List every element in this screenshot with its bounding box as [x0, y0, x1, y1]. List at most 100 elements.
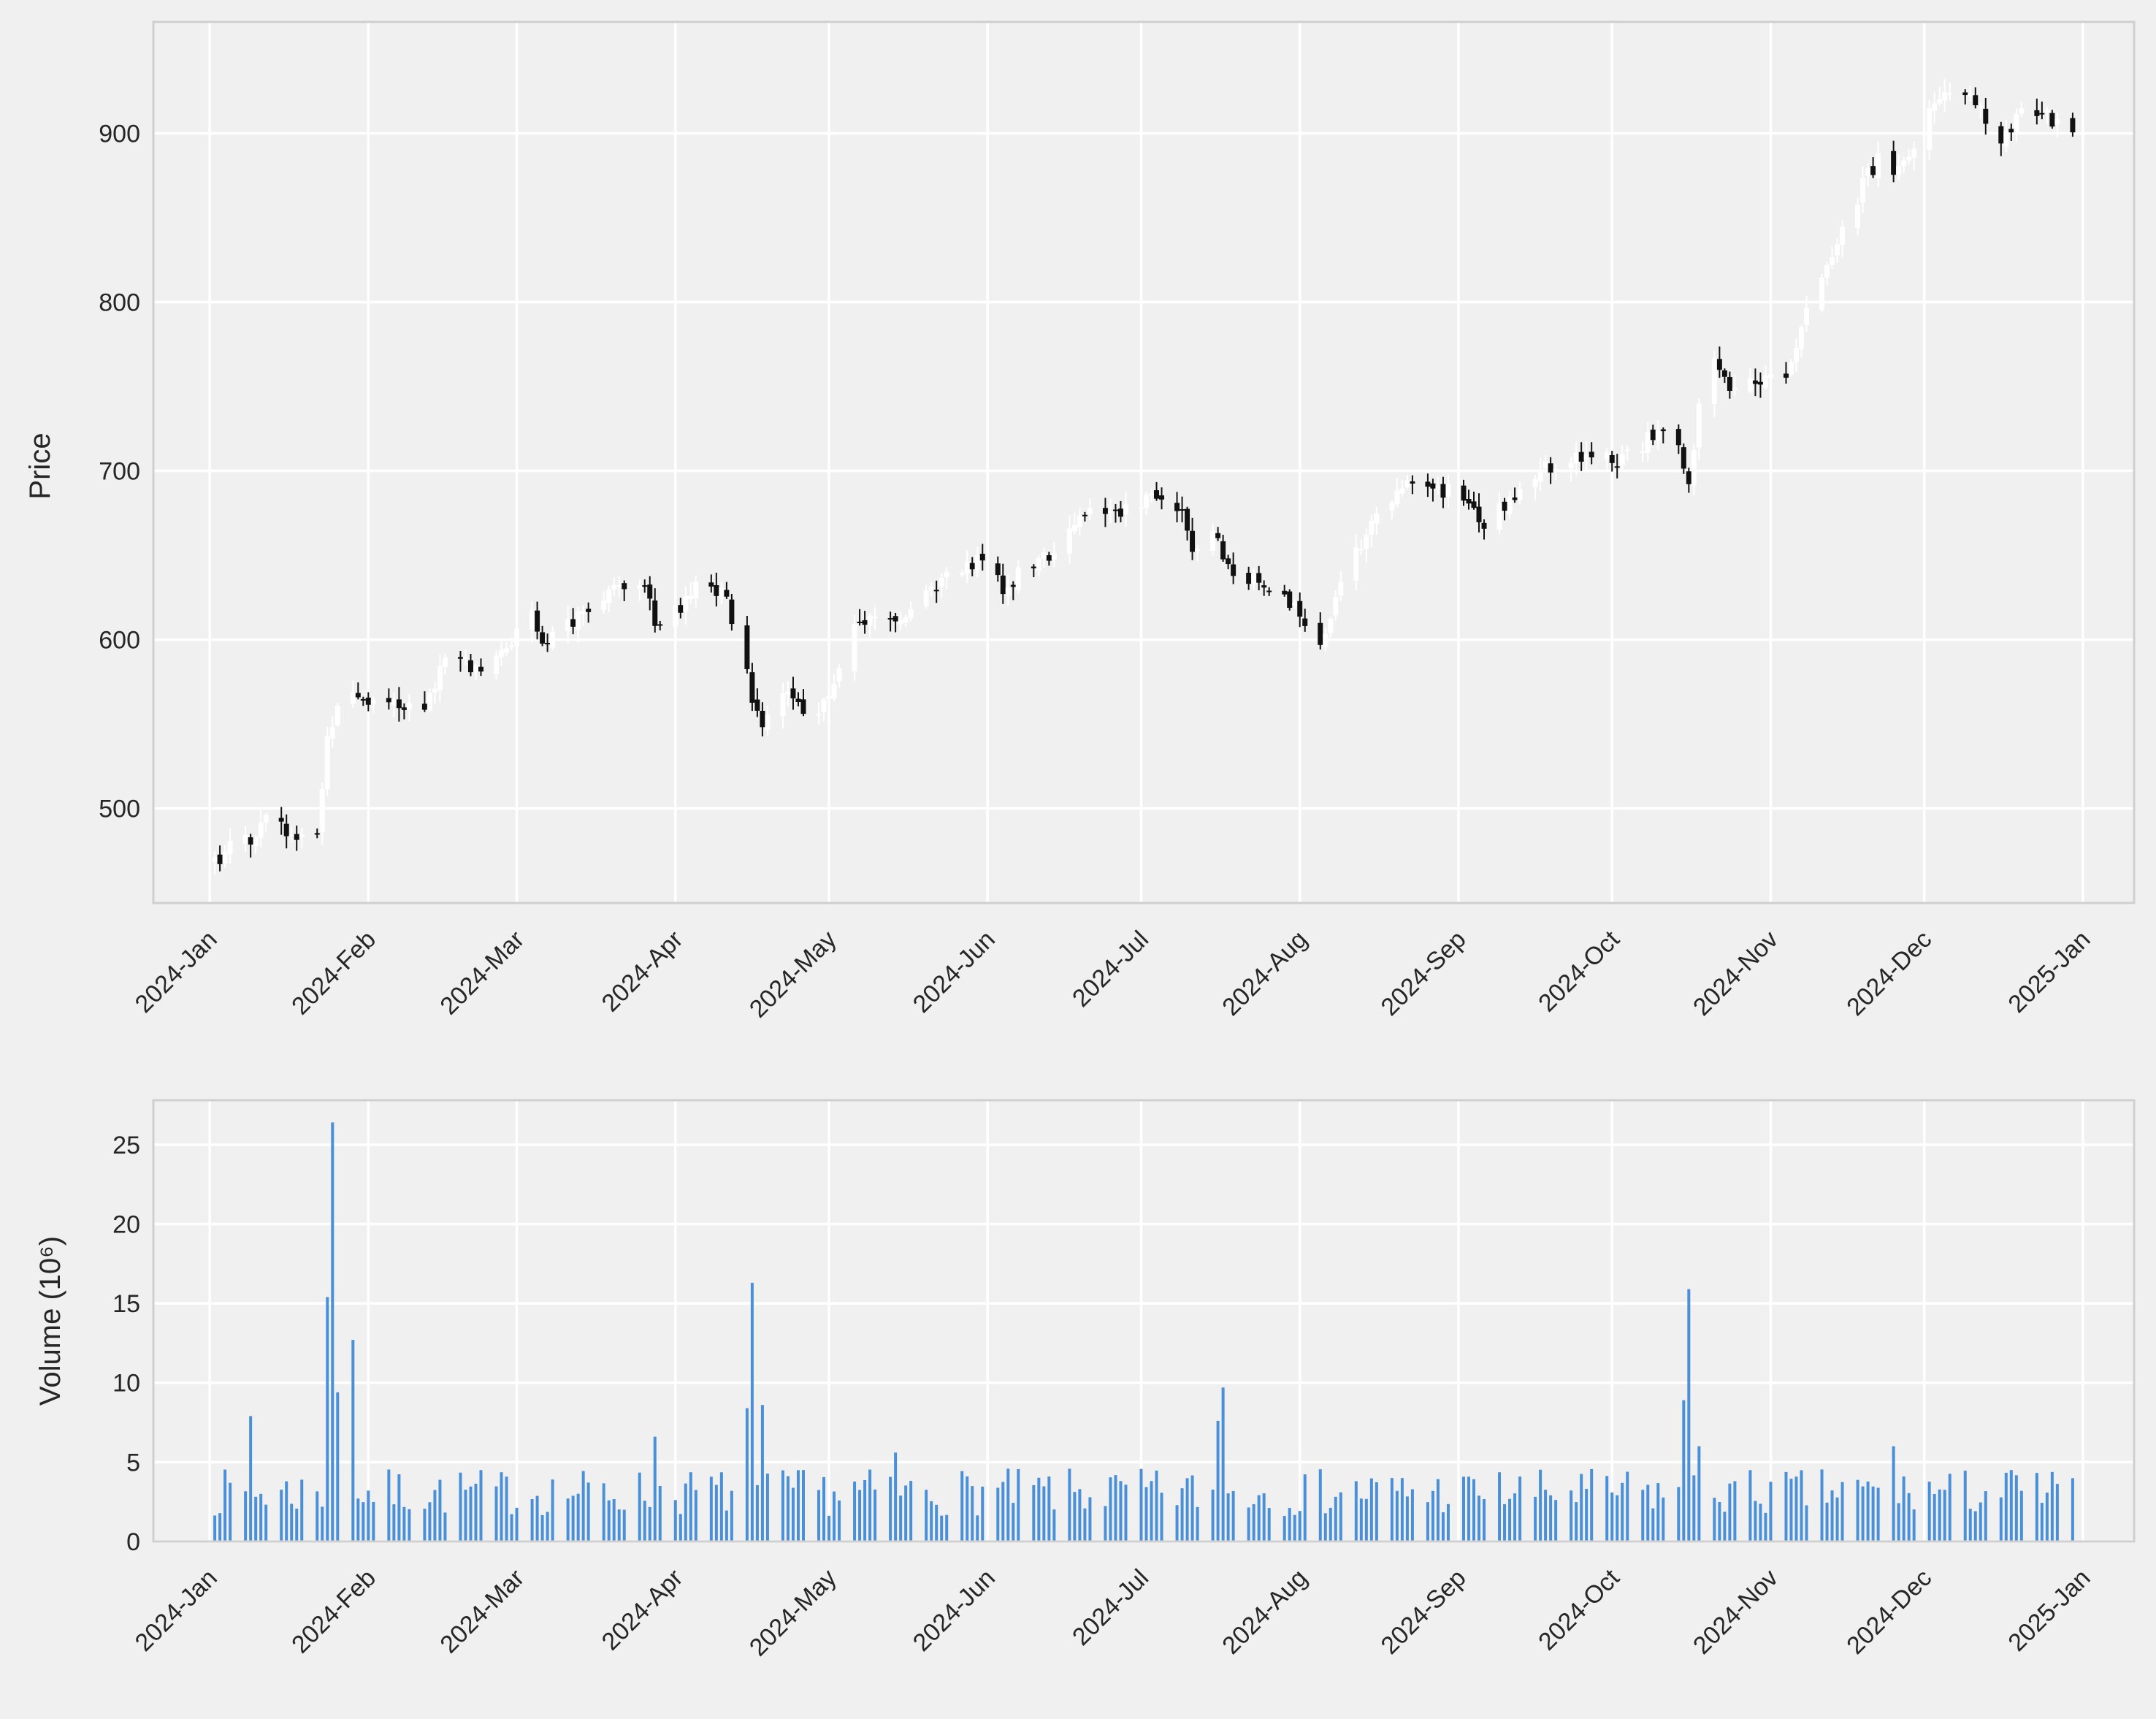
- volume-bar: [796, 1470, 800, 1541]
- candle-down: [1650, 430, 1656, 441]
- price-y-tick-labels: 500 600 700 800 900: [99, 120, 140, 823]
- volume-bar: [326, 1297, 329, 1541]
- candle-up: [1937, 99, 1943, 104]
- candle-up: [867, 615, 873, 626]
- volume-bar: [1032, 1484, 1036, 1541]
- volume-y-tick-labels: 0 5 10 15 20 25: [112, 1132, 140, 1556]
- candle-down: [1180, 508, 1185, 511]
- candle-up: [1835, 244, 1840, 256]
- candle-down: [586, 609, 592, 612]
- volume-bar: [996, 1487, 1000, 1541]
- candle-down: [2034, 110, 2040, 116]
- candle-up: [442, 657, 448, 667]
- volume-bar: [1677, 1487, 1681, 1541]
- volume-bar: [295, 1509, 299, 1541]
- candle-up: [370, 700, 376, 704]
- candle-up: [1568, 462, 1574, 469]
- candle-up: [576, 611, 581, 630]
- candle-down: [1226, 558, 1231, 565]
- candle-up: [329, 727, 335, 739]
- candle-up: [606, 589, 612, 603]
- volume-bar: [709, 1476, 713, 1541]
- candle-down: [1481, 522, 1487, 529]
- volume-bar: [1498, 1472, 1502, 1541]
- candle-up: [1005, 587, 1011, 596]
- volume-bar: [1513, 1493, 1517, 1541]
- candle-up: [1553, 469, 1559, 472]
- volume-bar: [494, 1486, 498, 1541]
- volume-bar: [1718, 1501, 1721, 1541]
- candle-down: [1675, 429, 1681, 446]
- volume-bar: [1467, 1476, 1470, 1541]
- volume-bar: [1943, 1490, 1946, 1541]
- candle-down: [386, 698, 391, 703]
- candle-up: [1338, 582, 1344, 596]
- volume-bar: [1789, 1479, 1793, 1541]
- volume-bar: [1068, 1468, 1071, 1541]
- volume-bar: [1621, 1482, 1624, 1541]
- price-y-tick-label: 900: [99, 120, 140, 148]
- candle-down: [678, 605, 684, 613]
- volume-bar: [1047, 1476, 1051, 1541]
- volume-bar: [1478, 1495, 1481, 1541]
- volume-bar: [940, 1515, 944, 1541]
- volume-bar: [1334, 1496, 1337, 1541]
- volume-bar: [1968, 1509, 1972, 1541]
- candle-up: [908, 609, 914, 619]
- volume-bar: [469, 1486, 473, 1541]
- volume-bar: [581, 1471, 585, 1541]
- candle-down: [1031, 566, 1036, 568]
- volume-bar: [2045, 1493, 2049, 1541]
- volume-bar: [1364, 1498, 1368, 1541]
- volume-bar: [1590, 1468, 1594, 1541]
- volume-bar: [1656, 1483, 1660, 1541]
- candle-down: [1154, 490, 1160, 499]
- candle-down: [396, 699, 402, 709]
- candle-up: [1573, 452, 1579, 464]
- volume-bar: [1088, 1497, 1092, 1541]
- candle-down: [1318, 622, 1323, 645]
- candle-up: [1399, 488, 1405, 494]
- candle-up: [1732, 388, 1738, 390]
- candle-down: [800, 699, 806, 714]
- candle-up: [1435, 486, 1441, 489]
- candle-up: [350, 691, 356, 704]
- volume-bar: [1109, 1477, 1112, 1541]
- volume-bar: [1651, 1508, 1655, 1541]
- candle-up: [242, 834, 248, 845]
- volume-bar: [755, 1484, 759, 1541]
- candle-up: [1906, 156, 1912, 161]
- volume-bar: [1436, 1479, 1440, 1541]
- volume-bar: [930, 1501, 933, 1541]
- volume-bar: [863, 1479, 867, 1541]
- volume-bar: [387, 1469, 391, 1541]
- candle-up: [1358, 549, 1364, 551]
- volume-bar: [694, 1490, 697, 1541]
- candle-down: [1440, 484, 1446, 498]
- volume-bar: [1006, 1468, 1010, 1541]
- candle-down: [478, 666, 483, 672]
- volume-bar: [1211, 1490, 1215, 1541]
- candle-up: [263, 815, 269, 823]
- candle-up: [253, 836, 259, 847]
- volume-bar: [535, 1495, 539, 1541]
- candle-up: [499, 649, 505, 658]
- candle-up: [1655, 430, 1661, 441]
- candle-up: [1066, 528, 1072, 554]
- candle-up: [673, 605, 678, 627]
- candle-down: [355, 693, 361, 698]
- candle-up: [611, 584, 617, 590]
- volume-bar: [1861, 1486, 1865, 1541]
- candle-up: [1819, 277, 1825, 310]
- volume-y-tick-label: 15: [112, 1290, 140, 1318]
- candle-up: [1328, 618, 1334, 633]
- volume-y-tick-label: 0: [126, 1528, 140, 1556]
- candle-down: [1973, 95, 1979, 106]
- volume-bar: [1912, 1509, 1916, 1541]
- volume-bar: [505, 1476, 508, 1541]
- candle-down: [1174, 503, 1180, 511]
- candle-down: [570, 619, 576, 627]
- volume-bar: [833, 1491, 836, 1541]
- candle-up: [637, 585, 643, 589]
- volume-bar: [1155, 1470, 1158, 1541]
